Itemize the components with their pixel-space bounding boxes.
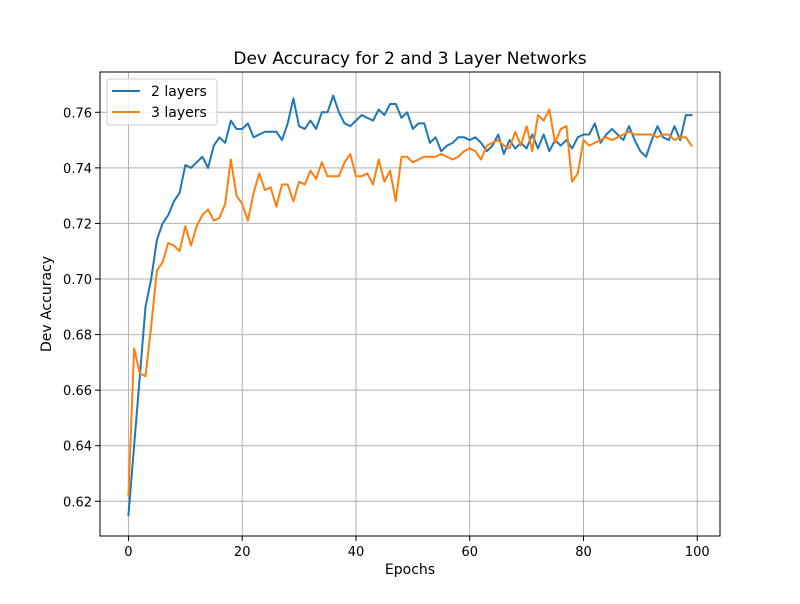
y-tick-label: 0.74 [63,162,92,177]
x-tick-label: 100 [685,545,710,560]
axis-ticks: 0 20 40 60 80 100 0.62 0.64 0.66 0.68 0.70 0.72 0.74… [63,106,710,560]
y-tick-label: 0.70 [63,273,92,288]
grid [100,72,720,536]
x-axis-label: Epochs [385,562,435,578]
x-tick-label: 20 [234,545,251,560]
legend-label-3-layers: 3 layers [151,105,207,121]
plot-frame [99,71,721,537]
legend: 2 layers 3 layers [106,78,218,126]
x-tick-label: 40 [348,545,365,560]
x-tick-label: 0 [124,545,132,560]
y-tick-label: 0.66 [63,384,92,399]
series-lines [127,94,693,517]
legend-label-2-layers: 2 layers [151,84,207,100]
x-tick-label: 60 [461,545,478,560]
series-line-3-layers [127,108,693,497]
x-tick-label: 80 [575,545,592,560]
y-tick-label: 0.68 [63,329,92,344]
y-axis-label: Dev Accuracy [39,256,55,352]
y-tick-label: 0.76 [63,106,92,121]
y-tick-label: 0.62 [63,495,92,510]
chart-title: Dev Accuracy for 2 and 3 Layer Networks [233,49,586,69]
y-tick-label: 0.64 [63,440,92,455]
series-line-2-layers [127,94,693,517]
y-tick-label: 0.72 [63,217,92,232]
